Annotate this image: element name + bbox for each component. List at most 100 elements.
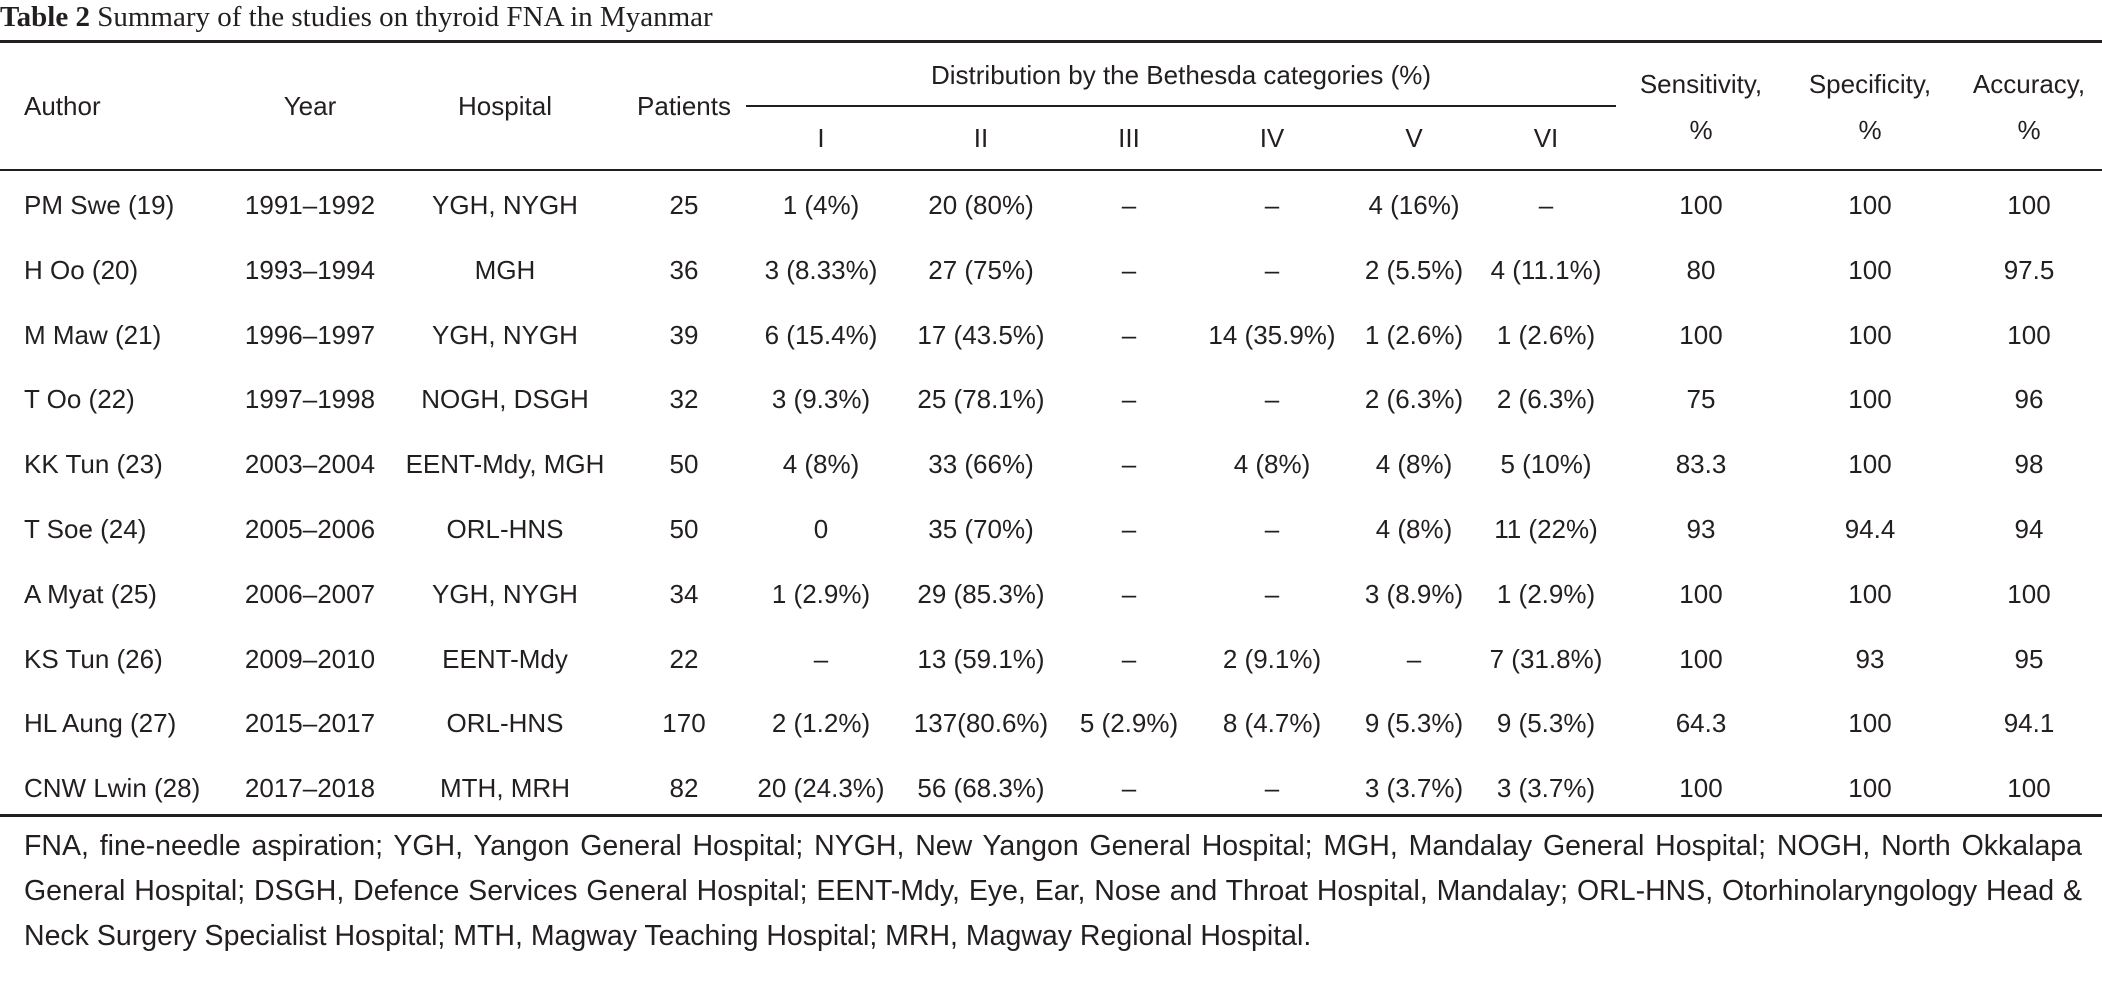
header-accuracy-unit: % [2017, 115, 2041, 145]
cell-patients: 22 [669, 644, 699, 674]
cell-specificity: 100 [1848, 190, 1892, 220]
cell-accuracy: 100 [2007, 773, 2051, 803]
cell-sensitivity: 80 [1686, 255, 1716, 285]
cell-c1: 1 (4%) [782, 190, 860, 220]
cell-hospital: EENT-Mdy, MGH [405, 449, 605, 479]
cell-author: KK Tun (23) [24, 449, 163, 479]
cell-c6: 2 (6.3%) [1496, 384, 1596, 414]
cell-author: M Maw (21) [24, 320, 162, 350]
cell-c2: 17 (43.5%) [917, 320, 1045, 350]
cell-c5: 3 (8.9%) [1364, 579, 1464, 609]
header-author: Author [24, 91, 101, 121]
header-year: Year [283, 91, 337, 121]
cell-c2: 13 (59.1%) [917, 644, 1045, 674]
cell-specificity: 100 [1848, 579, 1892, 609]
cell-c3: – [1121, 320, 1137, 350]
cell-specificity: 100 [1848, 708, 1892, 738]
cell-c4: 4 (8%) [1233, 449, 1311, 479]
cell-c4: – [1264, 773, 1280, 803]
cell-author: H Oo (20) [24, 255, 139, 285]
cell-c2: 20 (80%) [928, 190, 1034, 220]
cell-hospital: YGH, NYGH [432, 579, 578, 609]
cell-year: 2015–2017 [244, 708, 376, 738]
cell-year: 1991–1992 [244, 190, 376, 220]
cell-hospital: NOGH, DSGH [421, 384, 589, 414]
cell-year: 2009–2010 [244, 644, 376, 674]
header-bottom-rule [0, 169, 2102, 171]
cell-patients: 50 [669, 514, 699, 544]
cell-accuracy: 94 [2014, 514, 2044, 544]
cell-author: A Myat (25) [24, 579, 157, 609]
header-sensitivity-unit: % [1689, 115, 1713, 145]
cell-specificity: 100 [1848, 255, 1892, 285]
header-sensitivity: Sensitivity, [1639, 69, 1763, 99]
cell-c1: 3 (9.3%) [771, 384, 871, 414]
cell-c2: 33 (66%) [928, 449, 1034, 479]
cell-c5: – [1406, 644, 1422, 674]
cell-c1: 0 [813, 514, 829, 544]
cell-c1: 20 (24.3%) [757, 773, 885, 803]
cell-author: HL Aung (27) [24, 708, 177, 738]
cell-c5: 4 (16%) [1368, 190, 1460, 220]
cell-specificity: 94.4 [1844, 514, 1896, 544]
header-specificity: Specificity, [1808, 69, 1932, 99]
cell-c1: 3 (8.33%) [764, 255, 878, 285]
cell-accuracy: 100 [2007, 579, 2051, 609]
cell-c5: 4 (8%) [1375, 449, 1453, 479]
cell-year: 2005–2006 [244, 514, 376, 544]
cell-c3: – [1121, 773, 1137, 803]
cell-c3: – [1121, 449, 1137, 479]
cell-c1: 2 (1.2%) [771, 708, 871, 738]
cell-author: T Soe (24) [24, 514, 147, 544]
cell-patients: 82 [669, 773, 699, 803]
cell-sensitivity: 100 [1679, 320, 1723, 350]
cell-year: 2006–2007 [244, 579, 376, 609]
cell-c2: 29 (85.3%) [917, 579, 1045, 609]
cell-hospital: MTH, MRH [440, 773, 570, 803]
cell-year: 1997–1998 [244, 384, 376, 414]
cell-c3: – [1121, 644, 1137, 674]
cell-patients: 36 [669, 255, 699, 285]
cell-c2: 27 (75%) [928, 255, 1034, 285]
table-bottom-rule [0, 814, 2102, 817]
cell-sensitivity: 100 [1679, 644, 1723, 674]
header-cat-4: IV [1259, 123, 1285, 153]
cell-c6: 3 (3.7%) [1496, 773, 1596, 803]
cell-hospital: ORL-HNS [446, 708, 564, 738]
cell-c3: – [1121, 384, 1137, 414]
header-cat-6: VI [1533, 123, 1559, 153]
cell-c3: – [1121, 579, 1137, 609]
cell-accuracy: 95 [2014, 644, 2044, 674]
header-specificity-unit: % [1858, 115, 1882, 145]
cell-c6: 4 (11.1%) [1490, 255, 1602, 285]
cell-patients: 50 [669, 449, 699, 479]
cell-specificity: 100 [1848, 773, 1892, 803]
cell-accuracy: 100 [2007, 190, 2051, 220]
cell-patients: 25 [669, 190, 699, 220]
cell-year: 2017–2018 [244, 773, 376, 803]
cell-c3: – [1121, 190, 1137, 220]
cell-specificity: 93 [1855, 644, 1885, 674]
cell-hospital: EENT-Mdy [442, 644, 568, 674]
cell-c2: 137(80.6%) [913, 708, 1049, 738]
cell-sensitivity: 83.3 [1675, 449, 1727, 479]
cell-accuracy: 96 [2014, 384, 2044, 414]
cell-c1: 6 (15.4%) [764, 320, 878, 350]
cell-c4: – [1264, 190, 1280, 220]
cell-c4: – [1264, 255, 1280, 285]
cell-c6: 5 (10%) [1500, 449, 1592, 479]
cell-c3: – [1121, 514, 1137, 544]
cell-hospital: MGH [474, 255, 536, 285]
cell-c1: 4 (8%) [782, 449, 860, 479]
cell-c2: 56 (68.3%) [917, 773, 1045, 803]
table-top-rule [0, 40, 2102, 43]
cell-specificity: 100 [1848, 320, 1892, 350]
table-caption: Table 2 Summary of the studies on thyroi… [0, 0, 713, 36]
cell-c6: 1 (2.9%) [1496, 579, 1596, 609]
cell-sensitivity: 75 [1686, 384, 1716, 414]
cell-c1: 1 (2.9%) [771, 579, 871, 609]
cell-sensitivity: 93 [1686, 514, 1716, 544]
cell-c4: – [1264, 514, 1280, 544]
bethesda-group-rule [746, 105, 1616, 107]
cell-hospital: ORL-HNS [446, 514, 564, 544]
